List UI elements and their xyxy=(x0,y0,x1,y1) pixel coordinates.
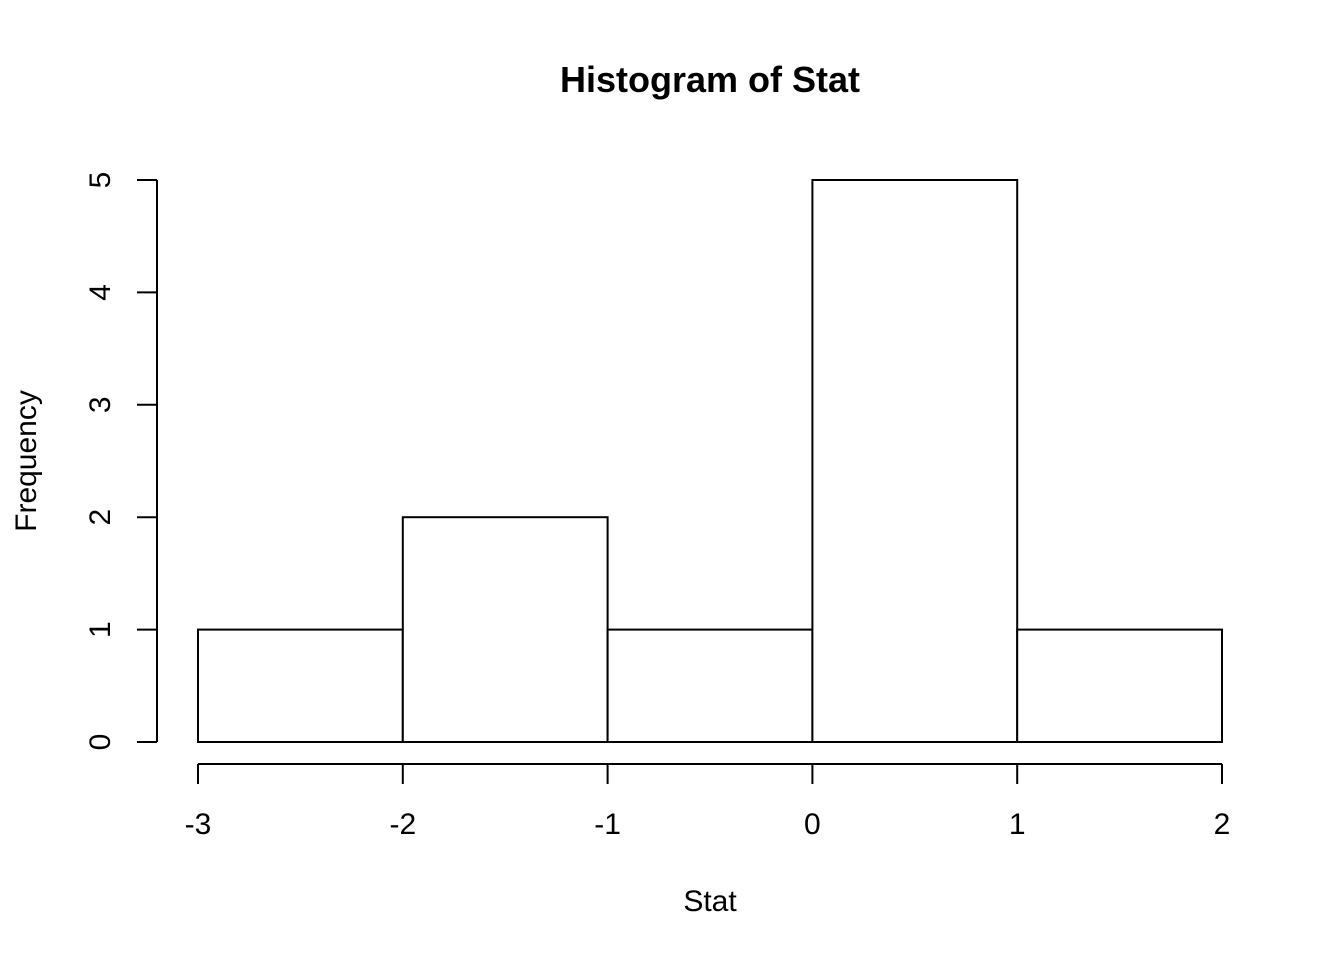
x-tick-label: 2 xyxy=(1214,808,1231,841)
y-tick-label: 0 xyxy=(84,734,117,751)
histogram-bar xyxy=(1016,628,1224,743)
y-axis-label: Frequency xyxy=(10,390,43,532)
y-tick-label: 4 xyxy=(84,284,117,301)
bars-group xyxy=(197,179,1224,744)
histogram-bar xyxy=(606,628,814,743)
chart-title: Histogram of Stat xyxy=(560,59,860,100)
x-tick-label: -2 xyxy=(389,808,416,841)
y-tick-label: 3 xyxy=(84,396,117,413)
y-tick-label: 2 xyxy=(84,509,117,526)
x-tick-label: -3 xyxy=(185,808,212,841)
histogram-bar xyxy=(401,516,609,744)
y-tick-label: 1 xyxy=(84,621,117,638)
histogram-bar xyxy=(197,628,404,743)
y-axis: 0 1 2 3 4 5 xyxy=(84,172,158,751)
x-axis: -3 -2 -1 0 1 2 xyxy=(185,763,1231,841)
x-tick-label: 1 xyxy=(1009,808,1026,841)
x-tick-label: -1 xyxy=(594,808,621,841)
x-axis-label: Stat xyxy=(683,885,737,918)
y-tick-label: 5 xyxy=(84,172,117,189)
x-tick-label: 0 xyxy=(804,808,821,841)
histogram-bar xyxy=(811,179,1019,743)
